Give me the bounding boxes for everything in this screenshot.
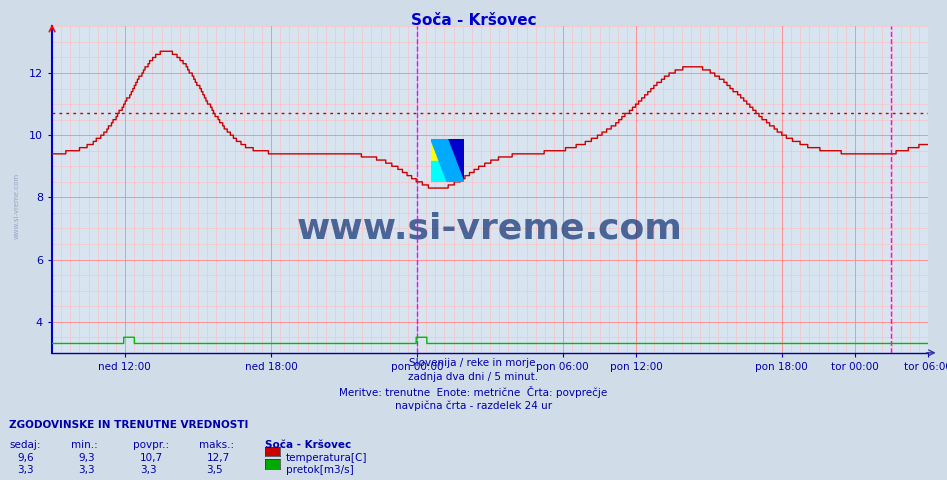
Text: navpična črta - razdelek 24 ur: navpična črta - razdelek 24 ur [395,401,552,411]
Text: povpr.:: povpr.: [133,440,169,450]
Text: 3,3: 3,3 [79,465,96,475]
Text: pretok[m3/s]: pretok[m3/s] [286,465,354,475]
Text: 12,7: 12,7 [206,453,230,463]
Text: Soča - Kršovec: Soča - Kršovec [411,13,536,28]
Text: temperatura[C]: temperatura[C] [286,453,367,463]
Text: 9,6: 9,6 [17,453,34,463]
Text: zadnja dva dni / 5 minut.: zadnja dva dni / 5 minut. [408,372,539,382]
Text: ZGODOVINSKE IN TRENUTNE VREDNOSTI: ZGODOVINSKE IN TRENUTNE VREDNOSTI [9,420,249,430]
Text: 9,3: 9,3 [79,453,96,463]
Polygon shape [431,139,464,182]
Text: maks.:: maks.: [199,440,234,450]
Bar [431,161,448,182]
Polygon shape [448,139,464,182]
Text: 3,5: 3,5 [206,465,223,475]
Text: 3,3: 3,3 [17,465,34,475]
Bar [431,139,448,161]
Text: www.si-vreme.com: www.si-vreme.com [297,212,683,246]
Text: Meritve: trenutne  Enote: metrične  Črta: povprečje: Meritve: trenutne Enote: metrične Črta: … [339,386,608,398]
Text: min.:: min.: [71,440,98,450]
Text: www.si-vreme.com: www.si-vreme.com [14,173,20,240]
Text: sedaj:: sedaj: [9,440,41,450]
Text: Slovenija / reke in morje.: Slovenija / reke in morje. [408,358,539,368]
Text: 3,3: 3,3 [140,465,157,475]
Text: 10,7: 10,7 [140,453,163,463]
Text: Soča - Kršovec: Soča - Kršovec [265,440,351,450]
